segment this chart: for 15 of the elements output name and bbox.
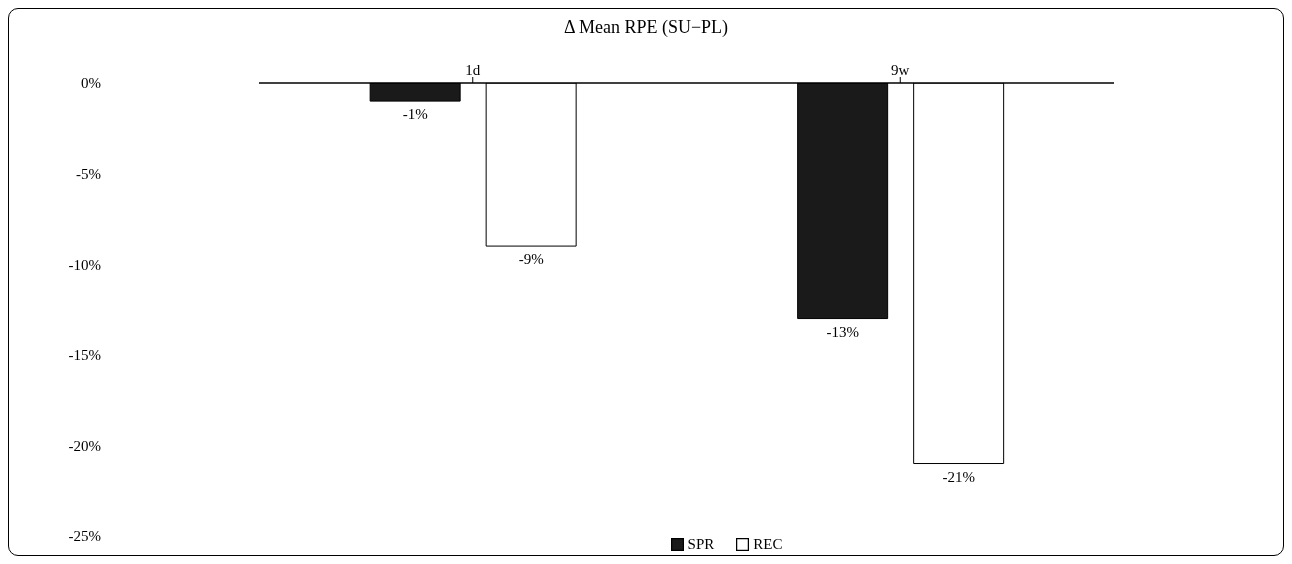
y-tick-label: -10% <box>68 256 101 273</box>
legend-label: REC <box>753 536 783 553</box>
data-label: -1% <box>402 106 428 123</box>
y-tick-label: -25% <box>68 528 101 545</box>
legend-label: SPR <box>687 536 715 553</box>
chart-title: Δ Mean RPE (SU−PL) <box>562 16 730 39</box>
data-label: -13% <box>826 323 859 340</box>
x-tick-label: 1d <box>465 62 481 78</box>
y-tick-label: -20% <box>68 437 101 454</box>
y-tick-label: -15% <box>68 347 101 364</box>
x-tick-label: 9w <box>891 62 910 78</box>
y-tick-label: -5% <box>76 165 101 182</box>
data-label: -9% <box>518 251 544 268</box>
y-tick-label: 0% <box>81 75 101 92</box>
data-label: -21% <box>942 468 975 485</box>
